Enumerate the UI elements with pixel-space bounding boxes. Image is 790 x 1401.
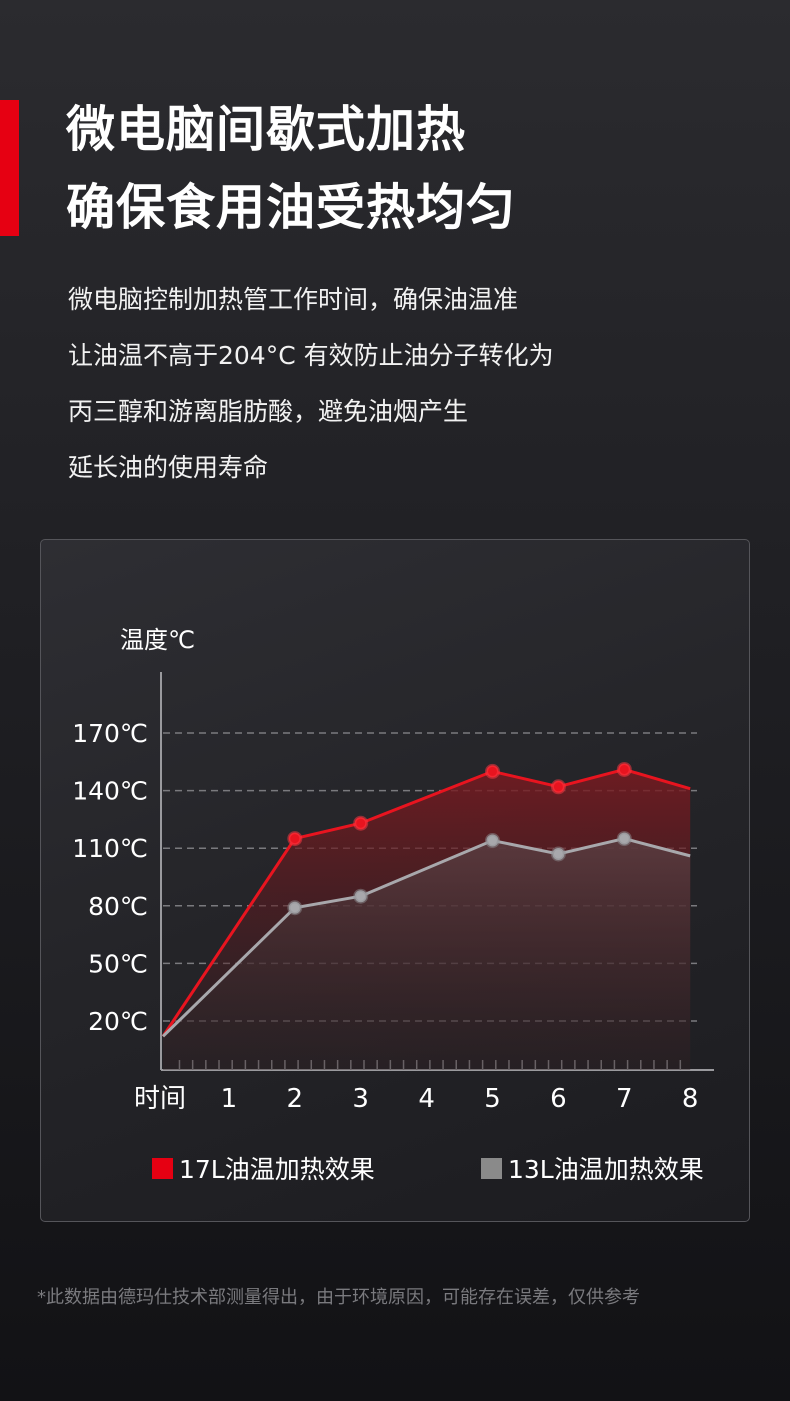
description: 微电脑控制加热管工作时间，确保油温准 让油温不高于204°C 有效防止油分子转化… [68, 272, 554, 496]
accent-bar [0, 100, 19, 236]
data-point [353, 888, 369, 904]
y-tick-label: 170℃ [72, 719, 148, 748]
data-point [550, 779, 566, 795]
data-point [485, 833, 500, 849]
description-line: 让油温不高于204°C 有效防止油分子转化为 [68, 341, 554, 370]
data-point [616, 831, 632, 847]
description-line: 延长油的使用寿命 [68, 453, 269, 482]
legend-label: 17L油温加热效果 [179, 1155, 375, 1184]
x-tick-label: 4 [418, 1084, 435, 1114]
data-point [616, 761, 632, 777]
x-tick-label: 6 [550, 1084, 567, 1114]
legend-swatch-red [152, 1157, 173, 1179]
data-point [550, 846, 566, 862]
legend-swatch-gray [481, 1157, 502, 1179]
y-tick-label: 20℃ [88, 1007, 148, 1036]
data-point [485, 763, 500, 779]
x-tick-label: 1 [221, 1084, 238, 1114]
y-tick-label: 110℃ [72, 834, 148, 863]
x-tick-label: 3 [352, 1084, 369, 1114]
description-line: 丙三醇和游离脂肪酸，避免油烟产生 [68, 397, 469, 426]
x-tick-label: 8 [682, 1084, 699, 1114]
x-tick-label: 2 [287, 1084, 304, 1114]
data-point [287, 831, 303, 847]
headline-line-1: 微电脑间歇式加热 [66, 101, 467, 158]
y-tick-label: 50℃ [88, 949, 148, 978]
y-tick-label: 140℃ [72, 777, 148, 806]
legend-17l: 17L油温加热效果 [152, 1150, 375, 1186]
data-point [353, 815, 369, 831]
headline-line-2: 确保食用油受热均匀 [66, 179, 517, 236]
description-line: 微电脑控制加热管工作时间，确保油温准 [68, 285, 519, 314]
series-area [163, 838, 691, 1070]
legend-13l: 13L油温加热效果 [481, 1150, 704, 1186]
y-tick-label: 80℃ [88, 892, 148, 921]
x-axis-label: 时间 [134, 1084, 186, 1114]
x-tick-label: 5 [484, 1084, 501, 1114]
x-tick-label: 7 [616, 1084, 633, 1114]
y-axis-label: 温度℃ [120, 626, 195, 654]
data-point [287, 900, 303, 916]
legend-label: 13L油温加热效果 [508, 1155, 704, 1184]
footnote: *此数据由德玛仕技术部测量得出，由于环境原因，可能存在误差，仅供参考 [37, 1287, 640, 1308]
